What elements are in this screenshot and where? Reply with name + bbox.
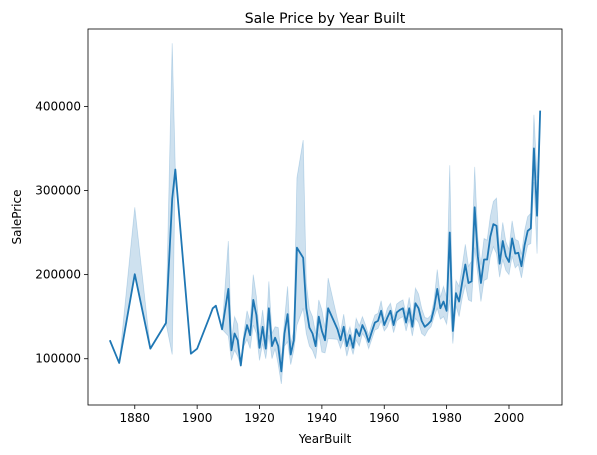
series-line — [108, 110, 542, 373]
x-axis-label: YearBuilt — [298, 432, 352, 446]
y-axis: 100000 200000 300000 400000 — [35, 99, 88, 366]
x-tick-label: 1980 — [431, 411, 462, 425]
x-tick-label: 2000 — [494, 411, 525, 425]
plot-frame — [87, 28, 563, 406]
x-tick-label: 1900 — [182, 411, 213, 425]
y-tick-label: 400000 — [35, 99, 81, 113]
y-tick-label: 300000 — [35, 184, 81, 198]
x-axis: 1880 1900 1920 1940 1960 1980 2000 — [120, 405, 525, 425]
y-tick-label: 200000 — [35, 268, 81, 282]
y-axis-label: SalePrice — [10, 190, 24, 245]
chart-title: Sale Price by Year Built — [245, 11, 406, 27]
x-tick-label: 1880 — [120, 411, 151, 425]
x-tick-label: 1940 — [307, 411, 338, 425]
series-line-layer — [108, 110, 542, 373]
y-tick-label: 100000 — [35, 352, 81, 366]
x-tick-label: 1920 — [244, 411, 275, 425]
plot-area — [108, 43, 542, 385]
x-tick-label: 1960 — [369, 411, 400, 425]
